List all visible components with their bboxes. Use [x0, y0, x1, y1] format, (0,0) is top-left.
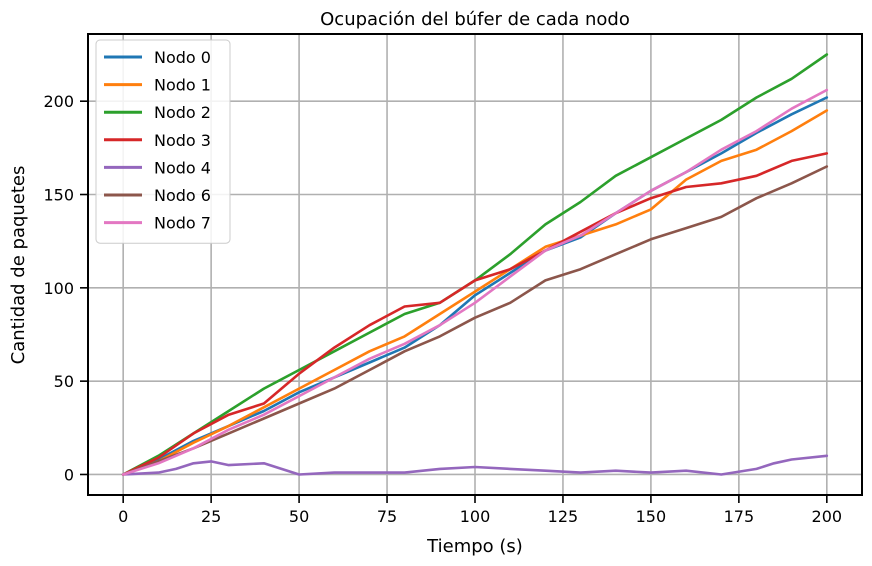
x-axis-ticks: 0 25 50 75 100 125 150 175 200 — [118, 495, 842, 526]
x-tick-label: 25 — [201, 507, 221, 526]
y-tick-label: 0 — [64, 465, 74, 484]
legend-label: Nodo 1 — [154, 76, 211, 95]
series-lines — [121, 53, 829, 476]
x-tick-label: 75 — [377, 507, 397, 526]
legend-label: Nodo 2 — [154, 103, 211, 122]
legend-label: Nodo 7 — [154, 214, 211, 233]
series-line-nodo-4 — [121, 454, 829, 476]
x-axis-title: Tiempo (s) — [426, 536, 523, 557]
x-tick-label: 0 — [118, 507, 128, 526]
legend-box — [95, 39, 231, 244]
legend-label: Nodo 0 — [154, 48, 211, 67]
series-line-nodo-1 — [121, 109, 829, 476]
grid — [88, 34, 862, 495]
legend: Nodo 0 Nodo 1 Nodo 2 Nodo 3 Nodo 4 Nodo 6 Nodo… — [95, 39, 231, 244]
legend-label: Nodo 4 — [154, 158, 211, 177]
y-axis-title: Cantidad de paquetes — [8, 166, 29, 365]
y-tick-label: 50 — [54, 372, 74, 391]
x-tick-label: 125 — [548, 507, 579, 526]
x-tick-label: 150 — [636, 507, 667, 526]
legend-label: Nodo 6 — [154, 186, 211, 205]
y-axis-ticks: 0 50 100 150 200 — [43, 92, 88, 484]
y-tick-label: 200 — [43, 92, 74, 111]
series-line-nodo-7 — [121, 88, 829, 476]
legend-label: Nodo 3 — [154, 131, 211, 150]
series-line-nodo-3 — [121, 152, 829, 476]
chart-title: Ocupación del búfer de cada nodo — [320, 9, 630, 30]
x-tick-label: 175 — [724, 507, 755, 526]
x-tick-label: 50 — [289, 507, 309, 526]
y-tick-label: 150 — [43, 186, 74, 205]
y-tick-label: 100 — [43, 279, 74, 298]
series-line-nodo-6 — [121, 165, 829, 476]
x-tick-label: 100 — [460, 507, 491, 526]
x-tick-label: 200 — [812, 507, 843, 526]
